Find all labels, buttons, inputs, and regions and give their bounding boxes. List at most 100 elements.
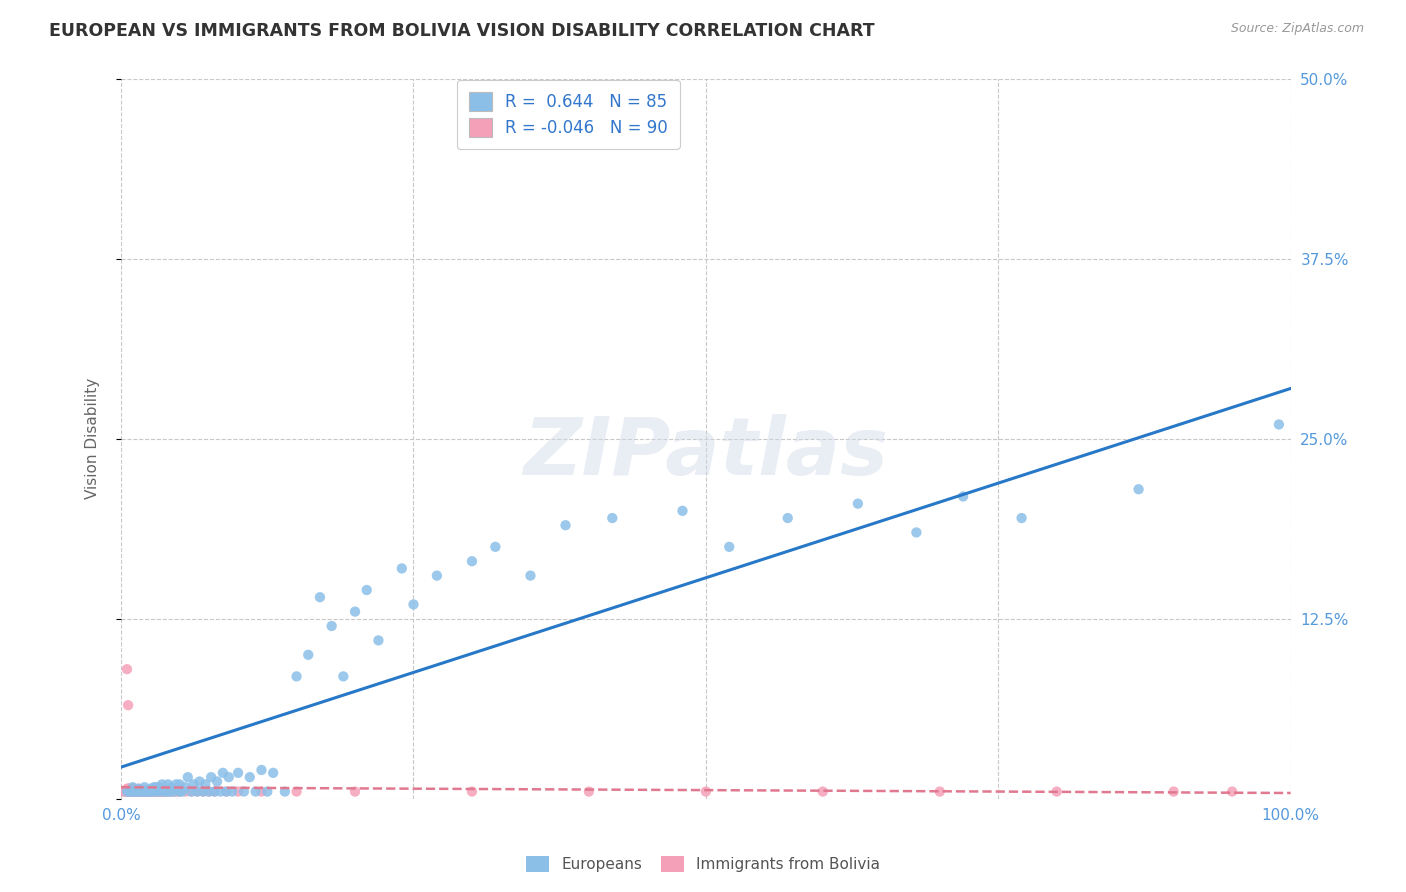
Point: [285, 669, 308, 683]
Point: [191, 784, 214, 798]
Point: [139, 781, 162, 796]
Point: [148, 784, 170, 798]
Point: [194, 777, 217, 791]
Point: [135, 783, 157, 797]
Point: [177, 770, 200, 784]
Point: [309, 591, 332, 605]
Point: [142, 784, 165, 798]
Point: [163, 784, 186, 798]
Point: [191, 784, 214, 798]
Point: [188, 774, 211, 789]
Point: [186, 784, 208, 798]
Point: [122, 783, 145, 797]
Point: [134, 784, 156, 798]
Point: [671, 504, 693, 518]
Point: [367, 633, 389, 648]
Point: [150, 777, 173, 791]
Point: [125, 784, 148, 798]
Point: [124, 783, 146, 797]
Point: [129, 783, 152, 797]
Point: [145, 784, 167, 798]
Point: [153, 784, 176, 798]
Point: [117, 781, 139, 796]
Point: [218, 770, 240, 784]
Legend: R =  0.644   N = 85, R = -0.046   N = 90: R = 0.644 N = 85, R = -0.046 N = 90: [457, 80, 679, 149]
Point: [121, 780, 143, 795]
Point: [239, 770, 262, 784]
Point: [226, 765, 249, 780]
Point: [160, 780, 183, 795]
Point: [952, 490, 974, 504]
Point: [138, 784, 160, 798]
Point: [205, 774, 228, 789]
Point: [146, 784, 169, 798]
Point: [145, 780, 167, 795]
Point: [226, 784, 249, 798]
Point: [776, 511, 799, 525]
Point: [156, 777, 179, 791]
Point: [135, 783, 157, 797]
Point: [1220, 784, 1243, 798]
Point: [250, 763, 273, 777]
Point: [166, 784, 188, 798]
Point: [149, 784, 172, 798]
Point: [117, 784, 139, 798]
Point: [141, 784, 163, 798]
Point: [114, 784, 136, 798]
Point: [180, 784, 202, 798]
Point: [115, 784, 138, 798]
Point: [120, 784, 142, 798]
Point: [127, 784, 149, 798]
Point: [426, 568, 449, 582]
Point: [152, 784, 174, 798]
Point: [131, 784, 153, 798]
Point: [198, 784, 221, 798]
Point: [118, 784, 141, 798]
Point: [165, 777, 187, 791]
Point: [332, 669, 354, 683]
Point: [122, 784, 145, 798]
Point: [149, 784, 172, 798]
Point: [139, 784, 162, 798]
Point: [928, 784, 950, 798]
Point: [132, 783, 155, 797]
Point: [180, 784, 202, 798]
Point: [204, 784, 226, 798]
Point: [136, 784, 159, 798]
Point: [118, 784, 141, 798]
Point: [136, 783, 159, 797]
Point: [142, 784, 165, 798]
Point: [118, 784, 141, 798]
Point: [156, 784, 179, 798]
Point: [150, 784, 173, 798]
Point: [128, 784, 150, 798]
Point: [128, 784, 150, 798]
Point: [112, 784, 135, 798]
Point: [484, 540, 506, 554]
Point: [135, 784, 157, 798]
Point: [121, 781, 143, 796]
Point: [344, 605, 367, 619]
Text: Source: ZipAtlas.com: Source: ZipAtlas.com: [1230, 22, 1364, 36]
Point: [120, 784, 142, 798]
Point: [135, 784, 157, 798]
Point: [139, 784, 162, 798]
Point: [159, 784, 181, 798]
Point: [120, 781, 142, 796]
Point: [209, 784, 232, 798]
Point: [344, 784, 367, 798]
Point: [600, 511, 623, 525]
Point: [115, 781, 138, 796]
Point: [204, 784, 226, 798]
Point: [132, 784, 155, 798]
Point: [250, 784, 273, 798]
Point: [262, 765, 284, 780]
Point: [321, 619, 343, 633]
Point: [402, 598, 425, 612]
Point: [1163, 784, 1185, 798]
Point: [200, 770, 222, 784]
Point: [183, 777, 205, 791]
Point: [1268, 417, 1291, 432]
Y-axis label: Vision Disability: Vision Disability: [86, 378, 100, 500]
Point: [155, 784, 177, 798]
